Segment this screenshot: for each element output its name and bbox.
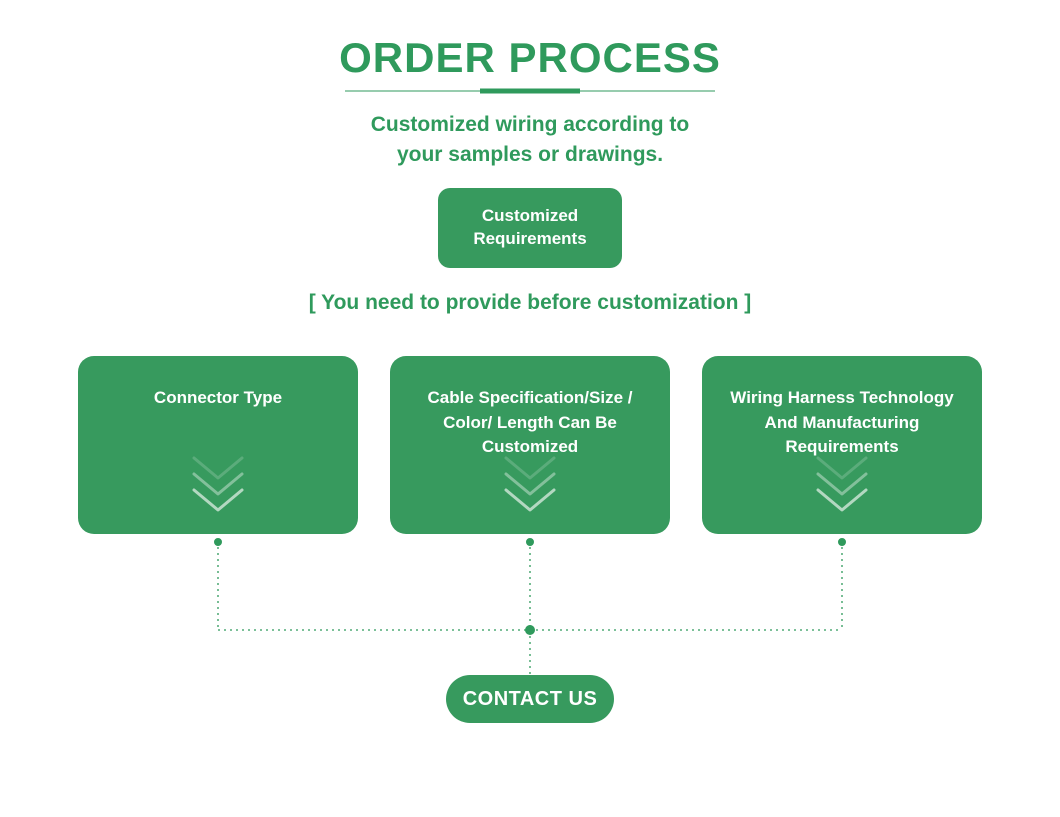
subtitle-line1: Customized wiring according to [371, 113, 690, 136]
info-card-label: Wiring Harness Technology And Manufactur… [714, 386, 969, 460]
top-pill-line2: Requirements [473, 229, 586, 248]
subtitle: Customized wiring according to your samp… [0, 110, 1060, 171]
info-card-1: Cable Specification/Size / Color/ Length… [390, 356, 670, 534]
info-card-label: Connector Type [138, 386, 298, 411]
title-underline [0, 88, 1060, 94]
chevrons-down-icon [816, 456, 868, 512]
subtitle-line2: your samples or drawings. [397, 143, 663, 166]
info-card-0: Connector Type [78, 356, 358, 534]
contact-us-label: CONTACT US [463, 688, 598, 711]
info-card-2: Wiring Harness Technology And Manufactur… [702, 356, 982, 534]
info-card-label: Cable Specification/Size / Color/ Length… [411, 386, 648, 460]
page-title: ORDER PROCESS [0, 34, 1060, 82]
chevrons-down-icon [504, 456, 556, 512]
chevrons-down-icon [192, 456, 244, 512]
contact-us-button[interactable]: CONTACT US [446, 675, 614, 723]
cards-row: Connector Type Cable Specification/Size /… [0, 356, 1060, 534]
bracket-instruction: [ You need to provide before customizati… [0, 291, 1060, 315]
customized-requirements-pill: Customized Requirements [438, 188, 622, 268]
top-pill-line1: Customized [482, 206, 578, 225]
